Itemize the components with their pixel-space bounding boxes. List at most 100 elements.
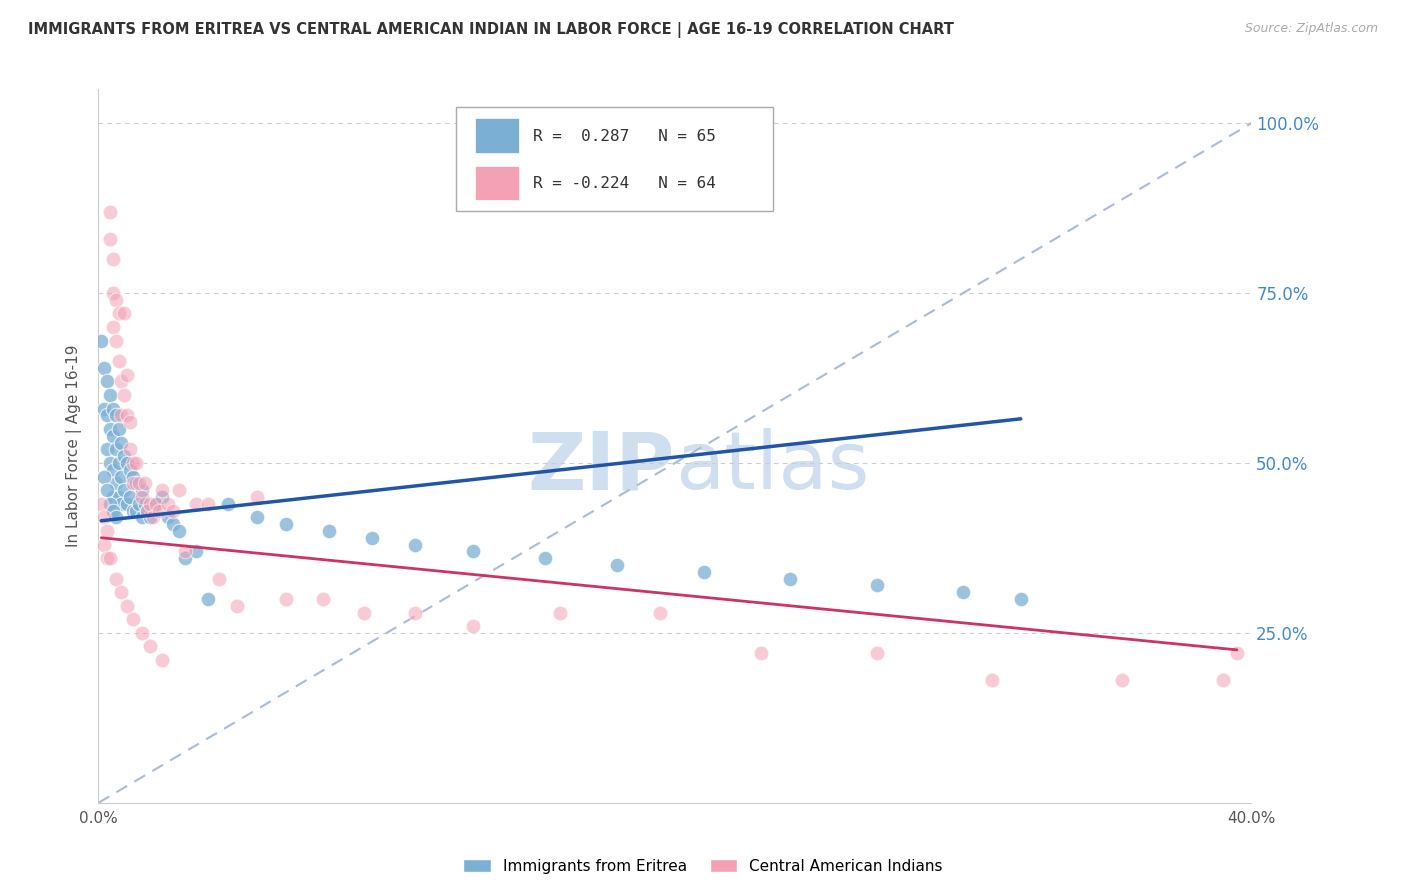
Point [461, 619, 484, 633]
Point [162, 517, 184, 532]
Point [93, 360, 115, 375]
Point [104, 293, 127, 307]
Legend: Immigrants from Eritrea, Central American Indians: Immigrants from Eritrea, Central America… [457, 853, 949, 880]
Point [866, 578, 889, 592]
Point [120, 463, 142, 477]
Point [866, 646, 889, 660]
Point [156, 497, 179, 511]
Point [461, 544, 484, 558]
Point [104, 476, 127, 491]
Point [110, 375, 132, 389]
Point [96, 409, 118, 423]
Point [98, 456, 121, 470]
Point [117, 599, 139, 613]
Point [93, 537, 115, 551]
Point [122, 476, 145, 491]
Text: IMMIGRANTS FROM ERITREA VS CENTRAL AMERICAN INDIAN IN LABOR FORCE | AGE 16-19 CO: IMMIGRANTS FROM ERITREA VS CENTRAL AMERI… [28, 22, 955, 38]
Point [107, 422, 129, 436]
Point [548, 606, 571, 620]
Point [110, 409, 132, 423]
Point [110, 435, 132, 450]
FancyBboxPatch shape [475, 119, 519, 153]
Point [150, 490, 173, 504]
Point [650, 606, 672, 620]
Point [107, 456, 129, 470]
Point [101, 503, 124, 517]
Point [246, 490, 269, 504]
Point [361, 531, 384, 545]
Point [98, 422, 121, 436]
Point [167, 524, 190, 538]
Point [90, 497, 112, 511]
Point [101, 286, 124, 301]
Point [353, 606, 375, 620]
Point [101, 401, 124, 416]
Point [101, 320, 124, 334]
Point [981, 673, 1004, 688]
Point [101, 490, 124, 504]
Point [131, 510, 153, 524]
Point [125, 456, 148, 470]
Point [122, 503, 145, 517]
Point [139, 510, 162, 524]
Point [98, 232, 121, 246]
Text: Source: ZipAtlas.com: Source: ZipAtlas.com [1244, 22, 1378, 36]
Point [101, 429, 124, 443]
Text: atlas: atlas [675, 428, 869, 507]
Point [225, 599, 247, 613]
Point [101, 252, 124, 266]
Point [134, 476, 156, 491]
Point [110, 585, 132, 599]
Point [693, 565, 716, 579]
Point [122, 469, 145, 483]
Point [104, 334, 127, 348]
Point [128, 497, 150, 511]
Point [197, 497, 219, 511]
Point [93, 469, 115, 483]
Text: ZIP: ZIP [527, 428, 675, 507]
Point [96, 375, 118, 389]
Point [1111, 673, 1133, 688]
Point [98, 388, 121, 402]
Point [120, 442, 142, 457]
Point [104, 510, 127, 524]
Point [274, 517, 297, 532]
Point [156, 510, 179, 524]
Point [125, 476, 148, 491]
Point [131, 490, 153, 504]
Point [107, 306, 129, 320]
Point [98, 551, 121, 566]
Point [125, 503, 148, 517]
Point [131, 483, 153, 498]
Point [120, 415, 142, 429]
Point [112, 388, 135, 402]
Point [101, 463, 124, 477]
Point [150, 483, 173, 498]
Point [90, 334, 112, 348]
Point [606, 558, 628, 572]
Point [117, 409, 139, 423]
Point [96, 442, 118, 457]
Point [96, 524, 118, 538]
Point [1010, 591, 1032, 606]
Point [110, 497, 132, 511]
Point [104, 442, 127, 457]
Point [96, 483, 118, 498]
FancyBboxPatch shape [456, 107, 773, 211]
FancyBboxPatch shape [475, 166, 519, 200]
Point [112, 306, 135, 320]
Point [162, 503, 184, 517]
Point [107, 354, 129, 368]
Point [93, 401, 115, 416]
Point [131, 626, 153, 640]
Point [186, 544, 208, 558]
Point [751, 646, 773, 660]
Point [318, 524, 340, 538]
Point [110, 469, 132, 483]
Point [112, 483, 135, 498]
Point [136, 503, 159, 517]
Y-axis label: In Labor Force | Age 16-19: In Labor Force | Age 16-19 [66, 344, 83, 548]
Point [174, 544, 197, 558]
Point [128, 476, 150, 491]
Point [139, 497, 162, 511]
